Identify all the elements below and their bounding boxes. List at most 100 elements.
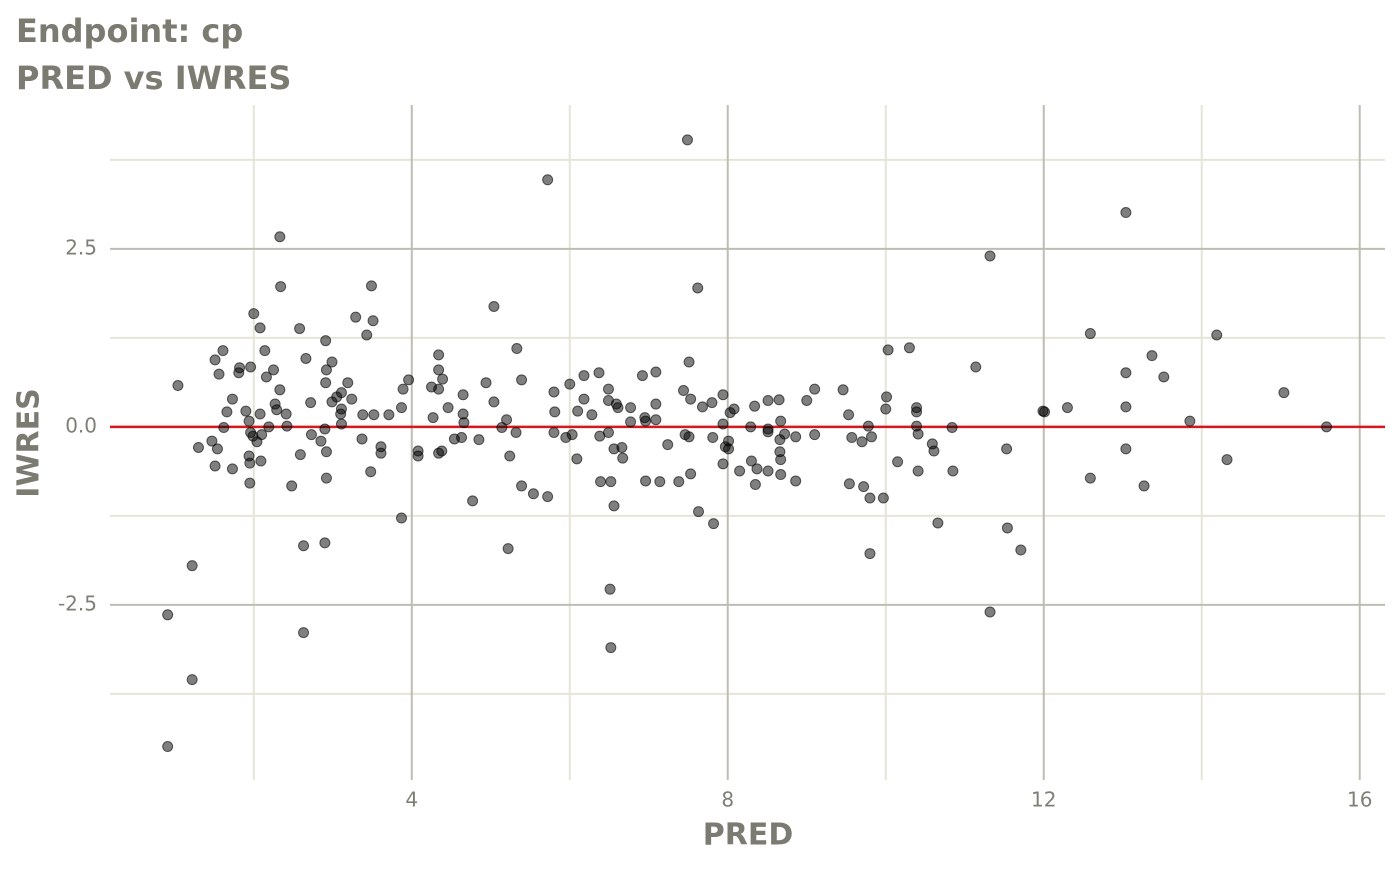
point — [436, 445, 448, 457]
point — [458, 417, 470, 429]
point — [433, 383, 445, 395]
point — [654, 476, 666, 488]
point — [984, 250, 996, 262]
point — [335, 403, 347, 415]
point — [240, 405, 252, 417]
point — [866, 431, 878, 443]
point — [527, 488, 539, 500]
point — [1120, 401, 1132, 413]
point — [1120, 207, 1132, 219]
point — [947, 465, 959, 477]
point — [650, 398, 662, 410]
point — [571, 453, 583, 465]
point — [586, 409, 598, 421]
point — [510, 427, 522, 439]
point — [259, 345, 271, 357]
point — [880, 403, 892, 415]
point — [946, 422, 958, 434]
point — [226, 463, 238, 475]
point — [858, 481, 870, 493]
point — [605, 476, 617, 488]
point — [617, 452, 629, 464]
point — [1001, 522, 1013, 534]
point — [260, 371, 272, 383]
point — [397, 383, 409, 395]
point — [186, 560, 198, 572]
point — [683, 356, 695, 368]
point — [473, 434, 485, 446]
point — [480, 377, 492, 389]
point — [673, 476, 685, 488]
point — [692, 282, 704, 294]
chart-subtitle: PRED vs IWRES — [16, 59, 291, 97]
point — [650, 366, 662, 378]
point — [779, 428, 791, 440]
point — [745, 421, 757, 433]
x-tick-label: 16 — [1347, 788, 1372, 812]
point — [564, 378, 576, 390]
point — [255, 455, 267, 467]
point — [578, 370, 590, 382]
point — [1001, 443, 1013, 455]
point — [572, 405, 584, 417]
point — [717, 418, 729, 430]
point — [751, 463, 763, 475]
point — [320, 472, 332, 484]
point — [1138, 480, 1150, 492]
point — [683, 431, 695, 443]
point — [243, 415, 255, 427]
point — [749, 400, 761, 412]
point — [602, 383, 614, 395]
point — [605, 642, 617, 654]
point — [707, 432, 719, 444]
point — [636, 370, 648, 382]
point — [1321, 421, 1333, 433]
point — [612, 402, 624, 414]
y-tick-label: -2.5 — [58, 591, 97, 615]
point — [1039, 406, 1051, 418]
point — [437, 373, 449, 385]
point — [244, 457, 256, 469]
point — [862, 420, 874, 432]
point — [706, 397, 718, 409]
y-tick-label: 2.5 — [65, 235, 97, 259]
point — [678, 385, 690, 397]
point — [502, 543, 514, 555]
point — [217, 345, 229, 357]
point — [368, 409, 380, 421]
point — [1120, 443, 1132, 455]
point — [294, 323, 306, 335]
point — [734, 465, 746, 477]
point — [1221, 454, 1233, 466]
point — [335, 387, 347, 399]
point — [186, 674, 198, 686]
point — [773, 394, 785, 406]
point — [1084, 328, 1096, 340]
point — [708, 518, 720, 530]
point — [790, 475, 802, 487]
point — [256, 429, 268, 441]
point — [602, 427, 614, 439]
point — [305, 429, 317, 441]
point — [762, 394, 774, 406]
point — [274, 231, 286, 243]
point — [433, 349, 445, 361]
point — [928, 445, 940, 457]
point — [1120, 367, 1132, 379]
point — [723, 443, 735, 455]
point — [275, 281, 287, 293]
point — [234, 362, 246, 374]
point — [280, 408, 292, 420]
point — [356, 433, 368, 445]
point — [578, 393, 590, 405]
point — [365, 466, 377, 478]
point — [749, 479, 761, 491]
point — [254, 408, 266, 420]
point — [245, 361, 257, 373]
point — [745, 455, 757, 467]
point — [970, 361, 982, 373]
point — [1015, 544, 1027, 556]
point — [335, 418, 347, 430]
point — [846, 432, 858, 444]
